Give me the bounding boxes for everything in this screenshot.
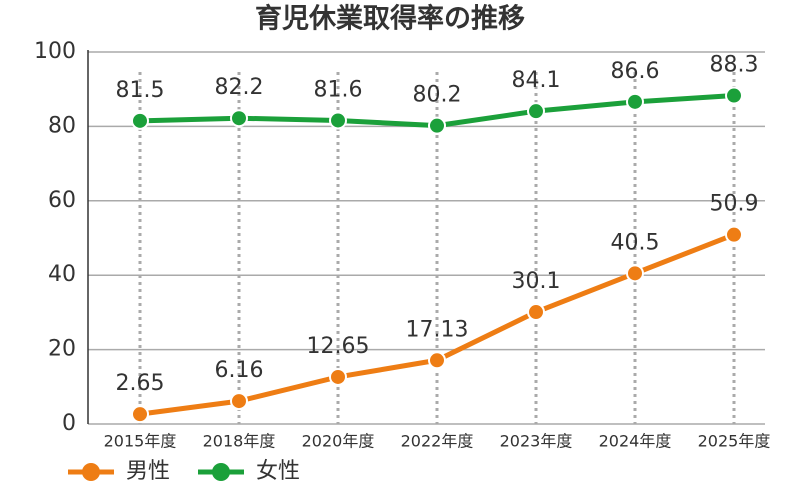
data-point [329,367,347,386]
data-point [131,111,149,130]
data-label: 88.3 [710,53,759,78]
data-label: 81.5 [116,78,165,103]
data-point [230,392,248,411]
data-label: 50.9 [710,192,759,217]
data-label: 81.6 [314,77,363,102]
y-tick-label: 100 [34,39,76,64]
y-tick-label: 80 [48,113,76,138]
data-label: 30.1 [512,269,561,294]
y-tick-label: 40 [48,262,76,287]
data-label: 2.65 [116,371,165,396]
x-tick-label: 2020年度 [302,432,375,451]
legend-label: 女性 [256,459,300,484]
data-label: 82.2 [215,75,264,100]
x-tick-label: 2018年度 [203,432,276,451]
data-label: 12.65 [307,334,370,359]
x-tick-label: 2025年度 [698,432,771,451]
y-tick-label: 20 [48,337,76,362]
data-point [428,351,446,370]
data-label: 80.2 [413,83,462,108]
data-label: 40.5 [611,230,660,255]
data-label: 86.6 [611,59,660,84]
x-tick-label: 2024年度 [599,432,672,451]
data-point [725,86,743,105]
data-label: 17.13 [406,317,469,342]
data-point [527,102,545,121]
data-point [230,109,248,128]
x-tick-label: 2023年度 [500,432,573,451]
legend-label: 男性 [126,459,170,484]
data-point [626,264,644,283]
x-tick-label: 2015年度 [104,432,177,451]
data-point [725,225,743,244]
data-point [527,303,545,322]
data-point [131,405,149,424]
legend-marker [82,463,100,481]
chart-title: 育児休業取得率の推移 [255,3,525,35]
x-tick-label: 2022年度 [401,432,474,451]
data-label: 84.1 [512,68,561,93]
data-label: 6.16 [215,358,264,383]
data-point [329,111,347,130]
data-point [428,116,446,135]
y-tick-label: 0 [62,411,76,436]
data-point [626,92,644,111]
legend-marker [212,463,230,481]
y-tick-label: 60 [48,188,76,213]
